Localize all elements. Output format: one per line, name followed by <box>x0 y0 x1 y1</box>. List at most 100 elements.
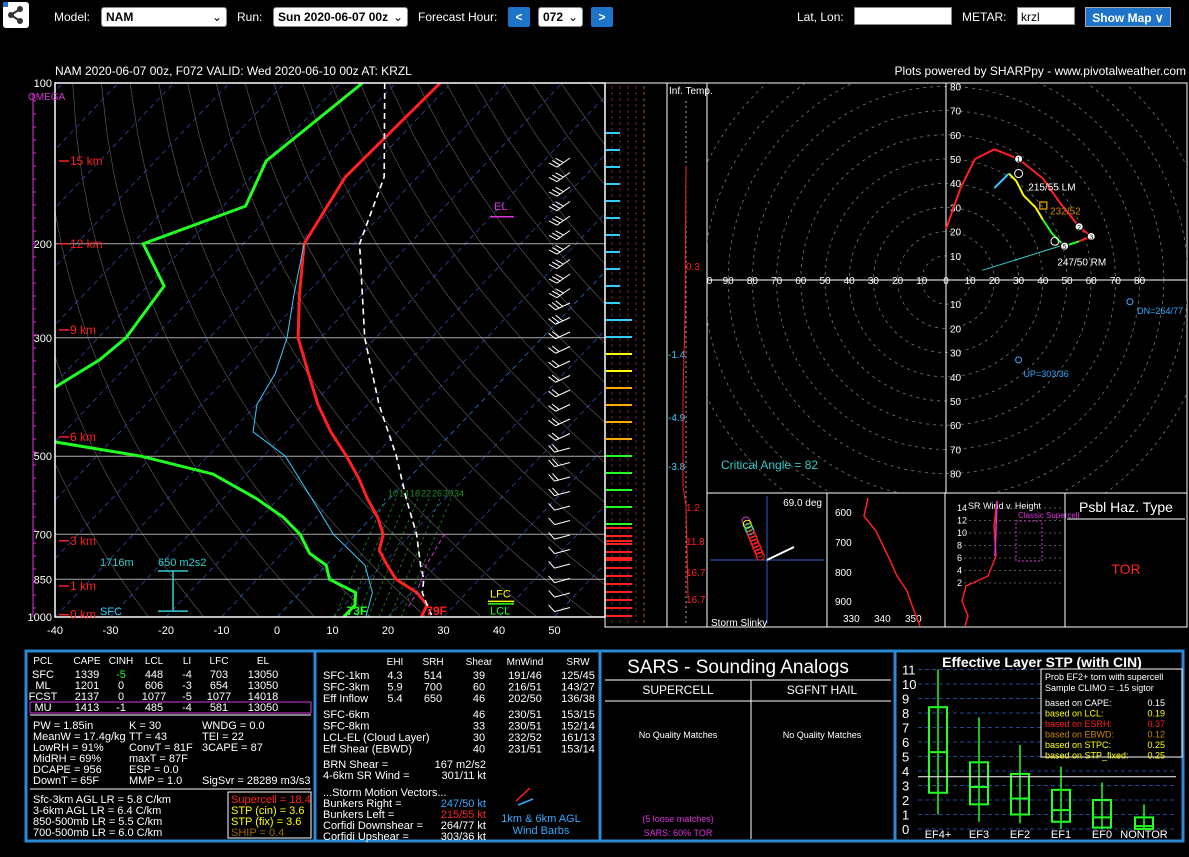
isotherm-line <box>0 83 7 617</box>
hodo-x-tick: 20 <box>892 276 904 287</box>
stp-y-tick: 7 <box>902 721 909 736</box>
slinky-angle-label: 69.0 deg <box>783 498 822 509</box>
temp-tick-label: 20 <box>382 625 394 637</box>
eff-layer-top-label: 1716m <box>100 557 134 569</box>
kinematics-row-label: Eff Shear (EBWD) <box>323 744 412 756</box>
parcel-cell: MU <box>34 702 51 714</box>
barb-staff <box>554 578 571 584</box>
kinematics-cell: 143/27 <box>561 682 595 694</box>
inferred-temp-value: 1.2 <box>686 503 700 514</box>
prev-hour-button[interactable]: < <box>508 7 530 27</box>
storm-motion-label: Corfidi Upshear = <box>323 831 409 843</box>
stp-legend-label: based on STP_fixed: <box>1045 751 1129 761</box>
hazard-title: Psbl Haz. Type <box>1079 499 1173 515</box>
stp-legend-label: based on STPC: <box>1045 740 1111 750</box>
classic-supercell-label: Classic Supercell <box>1018 511 1080 520</box>
wetbulb-trace <box>252 243 373 617</box>
barb-flag <box>551 432 560 439</box>
wind-barb <box>548 360 571 369</box>
metar-input[interactable]: krzl <box>1017 7 1075 25</box>
parcel-cell: 654 <box>210 680 228 692</box>
pressure-tick-label: 1000 <box>28 612 52 624</box>
kinematics-header: EHI <box>387 657 404 668</box>
pressure-tick-label: 200 <box>34 239 52 251</box>
isotherm-line <box>110 95 605 617</box>
barb-staff <box>554 592 571 598</box>
wind-barb <box>548 201 571 212</box>
run-label: Run: <box>237 10 263 24</box>
barb-flag <box>555 201 564 207</box>
slinky-motion-vector <box>766 546 795 561</box>
kinematics-header: SRH <box>422 657 443 668</box>
srwind-y-tick: 10 <box>957 528 967 538</box>
dry-adiabat-line <box>474 83 605 265</box>
barb-flag <box>548 561 555 569</box>
dry-adiabat-line <box>101 83 371 617</box>
latlon-input[interactable] <box>854 7 952 25</box>
barb-flag <box>555 215 564 222</box>
barb-flag <box>548 249 558 255</box>
hodo-x-tick: 60 <box>1086 276 1098 287</box>
run-select[interactable]: Sun 2020-06-07 00z ⌄ <box>273 7 408 27</box>
surface-temp-label: 79F <box>426 604 447 618</box>
hodo-x-tick: 80 <box>1134 276 1146 287</box>
stp-y-tick: 2 <box>902 793 909 808</box>
barb-staff <box>555 404 571 412</box>
index-cell: ConvT = 81F <box>129 742 193 754</box>
share-button[interactable] <box>3 2 29 28</box>
lfc-label: LFC <box>490 589 511 601</box>
show-map-button[interactable]: Show Map ∨ <box>1085 7 1171 27</box>
hodo-y-tick: 60 <box>950 421 962 432</box>
mixing-ratio-label: 26 <box>432 489 442 499</box>
barb-flag <box>555 157 564 164</box>
temp-tick-label: 10 <box>326 625 338 637</box>
kinematics-header: Shear <box>466 657 493 668</box>
barb-staff <box>554 607 571 613</box>
model-select[interactable]: NAM ⌄ <box>101 7 227 27</box>
hodo-trace-segment <box>1003 172 1010 180</box>
temp-tick-label: -30 <box>103 625 119 637</box>
lcl-label: LCL <box>490 605 510 617</box>
barb-staff <box>555 331 571 340</box>
index-cell: PW = 1.85in <box>33 720 93 732</box>
barb-flag <box>548 390 556 398</box>
theta-y-tick: 900 <box>835 597 852 608</box>
hodo-y-tick: 40 <box>950 373 962 384</box>
run-value: Sun 2020-06-07 00z <box>278 10 389 24</box>
hodo-y-tick: 30 <box>950 349 962 360</box>
storm-motion-value: 247/50 kt <box>441 798 486 810</box>
stp-box <box>1134 816 1154 831</box>
isotherm-line <box>55 83 175 209</box>
hodo-x-tick: 50 <box>1061 276 1073 287</box>
header: NAM 2020-06-07 00z, F072 VALID: Wed 2020… <box>55 64 1186 78</box>
dry-adiabat-line <box>388 83 605 384</box>
hodo-x-tick: 10 <box>916 276 928 287</box>
forecast-hour-label: Forecast Hour: <box>418 10 498 24</box>
dewpoint-trace <box>55 83 364 617</box>
wind-barb <box>548 604 571 613</box>
barb-staff <box>555 433 571 441</box>
kinematics-cell: 33 <box>473 721 485 733</box>
kinematics-cell: 60 <box>473 682 485 694</box>
barb-flag <box>552 189 561 195</box>
barb-flag <box>555 186 564 193</box>
forecast-hour-select[interactable]: 072 ⌄ <box>538 7 583 27</box>
parcel-cell: 13050 <box>248 680 279 692</box>
parcel-cell: 2137 <box>75 691 99 703</box>
barb-flag <box>555 230 564 236</box>
hodo-y-tick: 40 <box>950 179 962 190</box>
dry-adiabat-line <box>445 83 605 305</box>
barb-flag <box>552 218 561 224</box>
stp-y-tick: 1 <box>902 808 909 823</box>
barb-flag <box>548 303 556 311</box>
next-hour-button[interactable]: > <box>591 7 613 27</box>
height-label: 9 km <box>70 323 96 337</box>
brn-label: BRN Shear = <box>323 759 388 771</box>
skewt-frame <box>54 82 606 618</box>
barb-flag <box>548 546 555 554</box>
barb-flag <box>548 278 558 284</box>
isotherm-line <box>332 329 605 617</box>
stp-legend-value: 0.25 <box>1147 740 1165 750</box>
height-label: 3 km <box>70 534 96 548</box>
barb-flag <box>548 604 555 612</box>
